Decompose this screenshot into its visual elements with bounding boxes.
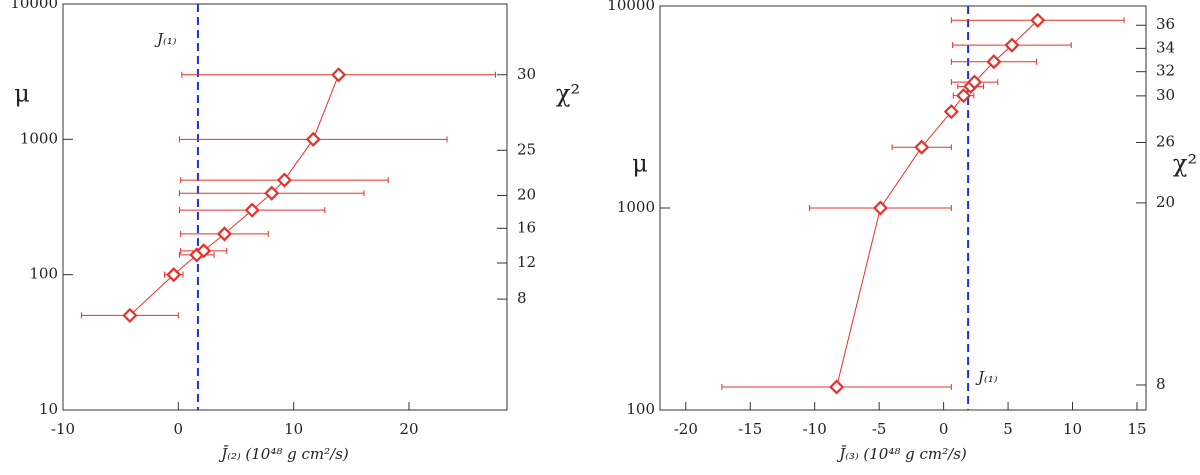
- data-point: [956, 88, 972, 104]
- x-tick-label: 20: [399, 420, 418, 438]
- y2-tick-label: 16: [517, 218, 536, 236]
- x-tick-label: -10: [803, 420, 827, 438]
- data-point: [966, 74, 983, 90]
- y-tick-label: 1000: [617, 198, 655, 216]
- data-point: [216, 226, 233, 242]
- data-point: [1004, 37, 1020, 53]
- data-point: [166, 267, 182, 283]
- y-tick-label: 10000: [607, 0, 655, 14]
- y2-tick-label: 12: [517, 253, 536, 271]
- y2-tick-label: 32: [1156, 62, 1175, 80]
- data-point: [196, 243, 212, 259]
- reference-label: J₍₁₎: [975, 368, 998, 386]
- data-line: [836, 19, 1039, 388]
- data-point: [331, 67, 347, 83]
- x-tick-label: 10: [1063, 420, 1082, 438]
- y2-axis-label: χ²: [556, 80, 580, 108]
- y-tick-label: 100: [626, 400, 655, 418]
- y2-tick-label: 30: [517, 65, 536, 83]
- plot-frame: [62, 3, 508, 411]
- data-point: [244, 202, 260, 218]
- reference-label: J₍₁₎: [154, 30, 177, 48]
- y-axis-label: μ: [632, 150, 648, 178]
- data-point: [943, 104, 959, 120]
- data-point: [872, 200, 888, 216]
- y2-tick-label: 20: [1156, 193, 1175, 211]
- data-point: [122, 307, 138, 323]
- x-tick-label: -20: [674, 420, 698, 438]
- x-tick-label: 0: [939, 420, 949, 438]
- y2-tick-label: 8: [517, 289, 527, 307]
- x-tick-label: 0: [174, 420, 184, 438]
- y2-tick-label: 8: [1156, 375, 1166, 393]
- y2-axis-label: χ²: [1173, 150, 1197, 178]
- data-line: [129, 74, 340, 316]
- x-axis-label: J̄₍₂₎ (10⁴⁸ g cm²/s): [218, 445, 349, 463]
- data-point: [264, 185, 280, 201]
- y2-tick-label: 34: [1156, 38, 1175, 56]
- x-tick-label: 15: [1127, 420, 1146, 438]
- y2-tick-label: 20: [517, 185, 536, 203]
- y2-tick-label: 36: [1156, 15, 1175, 33]
- y2-tick-label: 26: [1156, 132, 1175, 150]
- data-point: [986, 54, 1002, 70]
- x-tick-label: 10: [284, 420, 303, 438]
- data-point: [914, 139, 930, 155]
- y-tick-label: 1000: [20, 129, 58, 147]
- y2-tick-label: 30: [1156, 86, 1175, 104]
- x-tick-label: -15: [738, 420, 762, 438]
- y-tick-label: 10: [39, 400, 58, 418]
- data-point: [276, 172, 292, 188]
- x-axis-label: J̄₍₃₎ (10⁴⁸ g cm²/s): [836, 445, 967, 463]
- y2-tick-label: 25: [517, 140, 536, 158]
- data-point: [829, 379, 845, 395]
- x-tick-label: -10: [51, 420, 75, 438]
- y-axis-label: μ: [14, 80, 30, 108]
- y-tick-label: 10000: [10, 0, 58, 12]
- x-tick-label: -5: [872, 420, 887, 438]
- data-point: [305, 131, 321, 147]
- x-tick-label: 5: [1003, 420, 1013, 438]
- data-point: [1030, 12, 1046, 28]
- y-tick-label: 100: [29, 265, 58, 283]
